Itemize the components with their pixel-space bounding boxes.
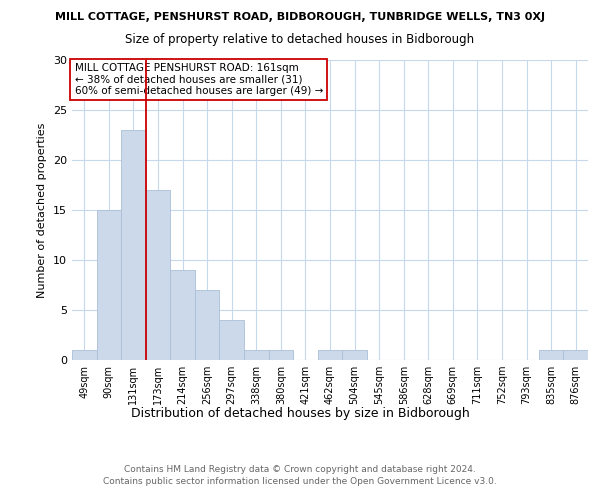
Bar	[220, 320, 244, 360]
Bar	[97, 210, 121, 360]
Text: MILL COTTAGE PENSHURST ROAD: 161sqm
← 38% of detached houses are smaller (31)
60: MILL COTTAGE PENSHURST ROAD: 161sqm ← 38…	[74, 63, 323, 96]
Bar	[146, 190, 170, 360]
Bar	[244, 350, 269, 360]
Y-axis label: Number of detached properties: Number of detached properties	[37, 122, 47, 298]
Text: Distribution of detached houses by size in Bidborough: Distribution of detached houses by size …	[131, 408, 469, 420]
Bar	[195, 290, 220, 360]
Text: Contains public sector information licensed under the Open Government Licence v3: Contains public sector information licen…	[103, 478, 497, 486]
Bar	[318, 350, 342, 360]
Text: Size of property relative to detached houses in Bidborough: Size of property relative to detached ho…	[125, 32, 475, 46]
Bar	[170, 270, 195, 360]
Text: MILL COTTAGE, PENSHURST ROAD, BIDBOROUGH, TUNBRIDGE WELLS, TN3 0XJ: MILL COTTAGE, PENSHURST ROAD, BIDBOROUGH…	[55, 12, 545, 22]
Text: Contains HM Land Registry data © Crown copyright and database right 2024.: Contains HM Land Registry data © Crown c…	[124, 465, 476, 474]
Bar	[563, 350, 588, 360]
Bar	[342, 350, 367, 360]
Bar	[269, 350, 293, 360]
Bar	[539, 350, 563, 360]
Bar	[121, 130, 146, 360]
Bar	[72, 350, 97, 360]
